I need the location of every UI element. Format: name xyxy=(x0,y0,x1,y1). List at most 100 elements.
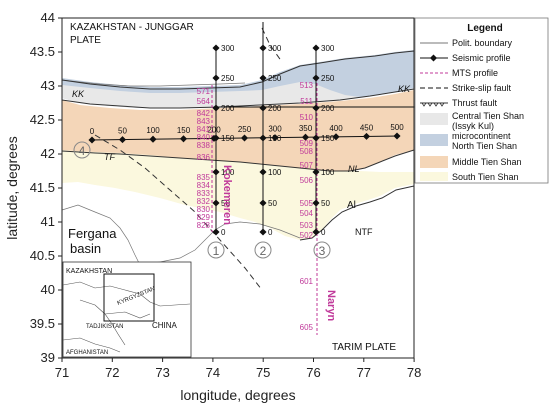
profile-number-4: 4 xyxy=(73,141,91,159)
mts-site-label: 841 xyxy=(197,125,211,134)
svg-text:4: 4 xyxy=(79,144,86,158)
x-tick-label: 71 xyxy=(55,365,69,380)
legend-item-south: South Tien Shan xyxy=(452,172,519,182)
mts-site-label: 571 xyxy=(197,87,211,96)
seismic-marker xyxy=(212,168,220,176)
legend-item-central-3: microcontinent xyxy=(452,131,511,141)
ew-seismic-marker xyxy=(240,134,249,142)
seismic-markers: 300 250 200 150 100 50 0 300 250 200 150 100 50 0 300 2… xyxy=(212,44,335,237)
seismic-distance-label: 250 xyxy=(321,74,335,83)
y-tick-label: 44 xyxy=(41,10,55,25)
seismic-distance-label: 0 xyxy=(321,228,326,237)
fault-label-tf: TF xyxy=(104,152,115,162)
mts-site-label: 605 xyxy=(300,323,314,332)
seismic-distance-label: 200 xyxy=(268,104,282,113)
ew-seismic-marker xyxy=(179,135,188,143)
profile-number-1: 1 xyxy=(207,241,225,259)
y-axis: 44 43.5 43 42.5 42 41.5 41 40.5 40 39.5 39 xyxy=(30,10,62,365)
seismic-marker xyxy=(312,44,320,52)
x-axis-label: longitude, degrees xyxy=(180,387,295,403)
seismic-distance-label: 150 xyxy=(221,134,235,143)
mts-site-label: 510 xyxy=(300,113,314,122)
region-label-al: Al xyxy=(347,200,356,211)
seismic-marker xyxy=(212,74,220,82)
plate-label-north-2: PLATE xyxy=(70,35,101,46)
legend-swatch-middle xyxy=(420,156,448,168)
seismic-marker xyxy=(312,74,320,82)
x-tick-label: 72 xyxy=(105,365,119,380)
ew-distance-label: 250 xyxy=(238,125,252,134)
seismic-distance-label: 150 xyxy=(321,134,335,143)
ew-seismic-marker xyxy=(118,136,127,144)
mts-site-label: 842 xyxy=(197,109,211,118)
mts-site-label: 502 xyxy=(300,231,314,240)
seismic-distance-label: 0 xyxy=(268,228,273,237)
svg-text:2: 2 xyxy=(260,244,267,258)
profile-number-2: 2 xyxy=(254,241,272,259)
legend-title: Legend xyxy=(467,23,503,34)
mts-name-naryn: Naryn xyxy=(325,290,337,321)
ew-distance-label: 400 xyxy=(329,124,343,133)
basin-label-2: basin xyxy=(70,241,101,256)
thrust-fault-kk-south xyxy=(61,88,415,109)
mts-site-label: 507 xyxy=(300,161,314,170)
x-tick-label: 76 xyxy=(306,365,320,380)
mts-site-label: 503 xyxy=(300,221,314,230)
ew-seismic-marker xyxy=(393,132,401,140)
ew-distance-label: 100 xyxy=(146,126,160,135)
y-tick-label: 39.5 xyxy=(30,316,55,331)
y-tick-label: 43.5 xyxy=(30,44,55,59)
seismic-marker xyxy=(212,104,220,112)
ew-seismic-marker xyxy=(332,133,340,141)
legend-item-seismic: Seismic profile xyxy=(452,53,511,63)
x-tick-label: 77 xyxy=(357,365,371,380)
mts-site-label: 843 xyxy=(197,117,211,126)
seismic-marker xyxy=(259,134,267,142)
mts-site-label: 508 xyxy=(300,147,314,156)
ew-distance-label: 450 xyxy=(360,123,374,132)
mts-site-label: 564 xyxy=(197,97,211,106)
seismic-marker xyxy=(312,228,320,236)
mts-site-label: 505 xyxy=(300,199,314,208)
mts-name-kokemeren: Kokemeren xyxy=(221,165,233,225)
basin-label-1: Fergana xyxy=(68,226,117,241)
plate-label-tarim: TARIM PLATE xyxy=(332,342,396,353)
strike-slip-fault-north xyxy=(261,27,283,63)
inset-label-kazakhstan: KAZAKHSTAN xyxy=(66,268,112,275)
mts-site-label: 504 xyxy=(300,209,314,218)
region-central-tien-shan xyxy=(62,82,360,108)
seismic-distance-label: 100 xyxy=(221,168,235,177)
seismic-marker xyxy=(312,199,320,207)
ew-seismic-markers: 0 50 100 150 200 250 300 350 400 450 500 xyxy=(88,123,404,144)
x-tick-label: 75 xyxy=(256,365,270,380)
y-axis-label: latitude, degrees xyxy=(4,136,20,240)
fault-label-ntf: NTF xyxy=(355,227,373,237)
ew-seismic-marker xyxy=(149,135,157,143)
x-axis: 71 72 73 74 75 76 77 78 xyxy=(55,358,421,380)
mts-site-label: 830 xyxy=(197,205,211,214)
seismic-marker xyxy=(259,199,267,207)
mts-site-label: 506 xyxy=(300,176,314,185)
seismic-distance-label: 200 xyxy=(221,104,235,113)
seismic-distance-label: 50 xyxy=(321,199,330,208)
legend-item-north: North Tien Shan xyxy=(452,141,517,151)
y-tick-label: 42.5 xyxy=(30,112,55,127)
mts-site-label: 833 xyxy=(197,189,211,198)
seismic-distance-label: 100 xyxy=(321,168,335,177)
ew-seismic-marker xyxy=(301,133,310,141)
seismic-distance-label: 300 xyxy=(321,44,335,53)
legend: Legend Polit. boundary Seismic profile M… xyxy=(414,17,549,184)
x-tick-label: 74 xyxy=(206,365,220,380)
plate-label-north-1: KAZAKHSTAN - JUNGGAR xyxy=(70,22,194,33)
thrust-fault-kk xyxy=(61,50,415,90)
legend-item-strike-slip: Strike-slip fault xyxy=(452,83,512,93)
seismic-distance-label: 50 xyxy=(268,199,277,208)
ew-seismic-marker xyxy=(362,132,371,140)
seismic-distance-label: 50 xyxy=(221,199,230,208)
inset-study-box xyxy=(103,273,155,322)
mts-site-label: 829 xyxy=(197,213,211,222)
legend-item-thrust: Thrust fault xyxy=(452,98,498,108)
seismic-distance-label: 100 xyxy=(268,168,282,177)
mts-site-label: 838 xyxy=(197,141,211,150)
mts-site-label: 828 xyxy=(197,221,211,230)
